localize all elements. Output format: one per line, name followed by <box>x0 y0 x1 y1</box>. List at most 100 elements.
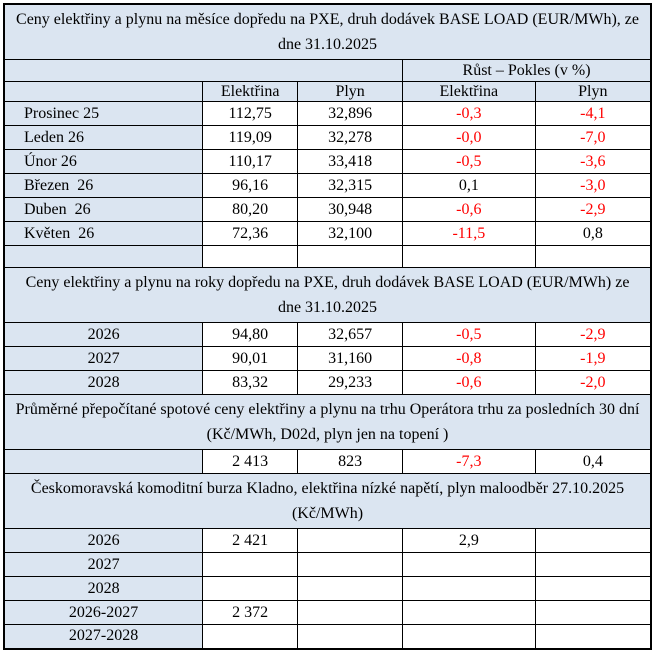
change-cell <box>402 600 536 625</box>
spacer-label-cell <box>3 245 204 268</box>
change-cell: -2,9 <box>534 197 652 222</box>
row-label: 2028 <box>3 370 204 395</box>
price-cell: 32,100 <box>297 221 404 246</box>
change-cell: -1,9 <box>534 346 652 371</box>
change-cell: -0,5 <box>402 149 536 174</box>
row-label: 2026 <box>3 322 204 347</box>
month-row-kveten: Květen 26 72,36 32,100 -11,5 0,8 <box>3 221 652 246</box>
row-label: Březen 26 <box>3 173 204 198</box>
price-cell <box>297 576 404 601</box>
change-cell: 0,1 <box>402 173 536 198</box>
spacer-row <box>3 245 652 268</box>
page: Ceny elektřiny a plynu na měsíce dopředu… <box>3 3 652 650</box>
price-cell: 94,80 <box>202 322 299 347</box>
spot-section-title-row: Průměrné přepočítané spotové ceny elektř… <box>3 394 652 450</box>
row-label: 2026-2027 <box>3 600 204 625</box>
column-header-spacer <box>3 81 204 102</box>
row-label: Leden 26 <box>3 125 204 150</box>
row-label <box>3 449 204 474</box>
kladno-section-title: Českomoravská komoditní burza Kladno, el… <box>3 473 652 529</box>
price-cell: 30,948 <box>297 197 404 222</box>
price-cell <box>297 528 404 553</box>
kladno-row-2027: 2027 <box>3 552 652 577</box>
change-cell: 0,8 <box>534 221 652 246</box>
row-label: Únor 26 <box>3 149 204 174</box>
spot-row: 2 413 823 -7,3 0,4 <box>3 449 652 474</box>
price-cell: 29,233 <box>297 370 404 395</box>
kladno-row-2028: 2028 <box>3 576 652 601</box>
monthly-section-title-row: Ceny elektřiny a plynu na měsíce dopředu… <box>3 3 652 60</box>
price-cell: 83,32 <box>202 370 299 395</box>
change-cell <box>402 576 536 601</box>
row-label: Prosinec 25 <box>3 101 204 126</box>
yearly-section-title-row: Ceny elektřiny a plynu na roky dopředu n… <box>3 267 652 323</box>
month-row-unor: Únor 26 110,17 33,418 -0,5 -3,6 <box>3 149 652 174</box>
price-cell: 119,09 <box>202 125 299 150</box>
kladno-row-2026-2027: 2026-2027 2 372 <box>3 600 652 625</box>
row-label: Duben 26 <box>3 197 204 222</box>
price-cell: 72,36 <box>202 221 299 246</box>
growth-pokles-header: Růst – Pokles (v %) <box>402 59 652 82</box>
spot-section-title: Průměrné přepočítané spotové ceny elektř… <box>3 394 652 450</box>
change-cell: 0,4 <box>534 449 652 474</box>
month-row-prosinec: Prosinec 25 112,75 32,896 -0,3 -4,1 <box>3 101 652 126</box>
column-header-row: Elektřina Plyn Elektřina Plyn <box>3 81 652 102</box>
row-label: 2027 <box>3 346 204 371</box>
growth-header-row: Růst – Pokles (v %) <box>3 59 652 82</box>
change-cell <box>402 624 536 649</box>
price-cell <box>202 552 299 577</box>
month-row-leden: Leden 26 119,09 32,278 -0,0 -7,0 <box>3 125 652 150</box>
price-cell: 2 421 <box>202 528 299 553</box>
change-cell: -3,0 <box>534 173 652 198</box>
row-label: 2027-2028 <box>3 624 204 649</box>
change-cell: -0,5 <box>402 322 536 347</box>
price-cell: 112,75 <box>202 101 299 126</box>
monthly-section-title: Ceny elektřiny a plynu na měsíce dopředu… <box>3 3 652 60</box>
month-row-brezen: Březen 26 96,16 32,315 0,1 -3,0 <box>3 173 652 198</box>
change-cell <box>534 528 652 553</box>
kladno-row-2026: 2026 2 421 2,9 <box>3 528 652 553</box>
price-cell: 80,20 <box>202 197 299 222</box>
growth-header-spacer <box>3 59 404 82</box>
yearly-section-title: Ceny elektřiny a plynu na roky dopředu n… <box>3 267 652 323</box>
column-header-elektrina-price: Elektřina <box>202 81 299 102</box>
price-cell <box>202 624 299 649</box>
change-cell: -0,3 <box>402 101 536 126</box>
change-cell: -0,6 <box>402 370 536 395</box>
change-cell: -2,9 <box>534 322 652 347</box>
change-cell: -3,6 <box>534 149 652 174</box>
change-cell: -11,5 <box>402 221 536 246</box>
change-cell: 2,9 <box>402 528 536 553</box>
year-row-2027: 2027 90,01 31,160 -0,8 -1,9 <box>3 346 652 371</box>
change-cell <box>534 576 652 601</box>
price-cell: 110,17 <box>202 149 299 174</box>
change-cell <box>534 624 652 649</box>
price-cell: 2 372 <box>202 600 299 625</box>
change-cell: -4,1 <box>534 101 652 126</box>
row-label: Květen 26 <box>3 221 204 246</box>
kladno-section-title-row: Českomoravská komoditní burza Kladno, el… <box>3 473 652 529</box>
price-cell: 31,160 <box>297 346 404 371</box>
price-cell: 32,657 <box>297 322 404 347</box>
energy-prices-table: Ceny elektřiny a plynu na měsíce dopředu… <box>3 3 652 650</box>
price-cell: 90,01 <box>202 346 299 371</box>
month-row-duben: Duben 26 80,20 30,948 -0,6 -2,9 <box>3 197 652 222</box>
price-cell: 2 413 <box>202 449 299 474</box>
row-label: 2027 <box>3 552 204 577</box>
price-cell <box>202 576 299 601</box>
price-cell <box>297 624 404 649</box>
kladno-row-2027-2028: 2027-2028 <box>3 624 652 649</box>
change-cell <box>534 600 652 625</box>
column-header-plyn-price: Plyn <box>297 81 404 102</box>
change-cell: -2,0 <box>534 370 652 395</box>
column-header-plyn-change: Plyn <box>534 81 652 102</box>
row-label: 2028 <box>3 576 204 601</box>
price-cell: 32,896 <box>297 101 404 126</box>
price-cell: 96,16 <box>202 173 299 198</box>
change-cell: -0,6 <box>402 197 536 222</box>
price-cell <box>297 600 404 625</box>
row-label: 2026 <box>3 528 204 553</box>
year-row-2028: 2028 83,32 29,233 -0,6 -2,0 <box>3 370 652 395</box>
change-cell: -0,8 <box>402 346 536 371</box>
price-cell: 32,278 <box>297 125 404 150</box>
